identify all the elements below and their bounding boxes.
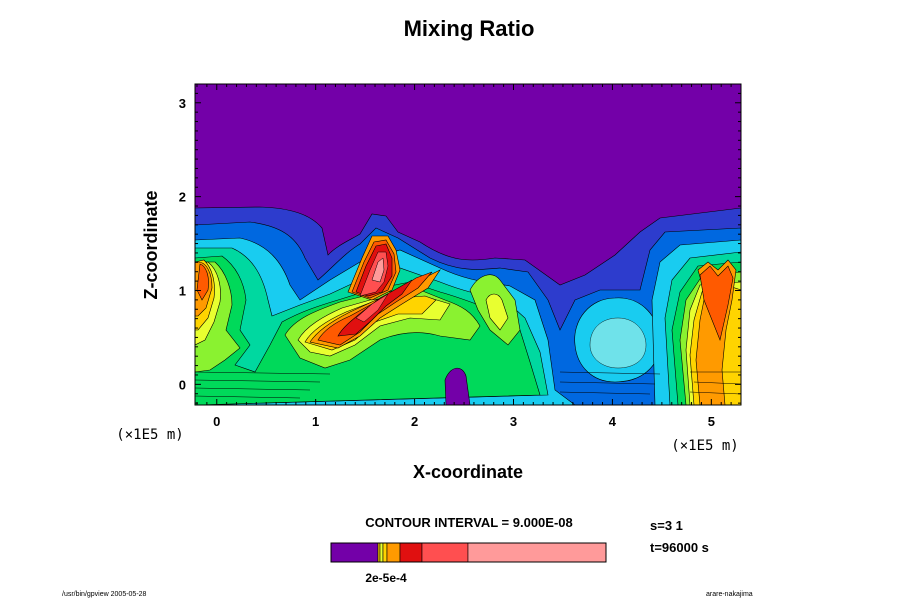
contour-fills: [195, 206, 741, 405]
contour-fill-cell-center: [589, 317, 647, 369]
colorbar-segment: [421, 542, 469, 563]
contour-fill-yellow: [195, 261, 741, 405]
plot-frame: [194, 83, 742, 406]
x-axis-title: X-coordinate: [413, 462, 523, 482]
y-tick-label: 3: [179, 96, 186, 111]
colorbar-segment: [382, 542, 388, 563]
footer-left: /usr/bin/gpview 2005-05-28: [62, 591, 147, 598]
colorbar-segment: [330, 542, 379, 563]
footer-right: arare-nakajima: [706, 591, 753, 598]
x-tick-label: 5: [708, 414, 715, 429]
colorbar: [330, 542, 607, 563]
colorbar-segment: [379, 542, 384, 563]
colorbar-frame: [330, 542, 607, 563]
contour-fill-lightgreen: [195, 261, 741, 405]
z-unit-label: (×1E5 m): [116, 427, 183, 443]
contour-fill-pink: [371, 257, 385, 283]
time-label: t=96000 s: [650, 540, 709, 555]
contour-fill-orange: [195, 235, 737, 405]
contour-fill-lowpocket: [444, 367, 471, 405]
chart-title: Mixing Ratio: [403, 16, 535, 41]
contour-fill-redorange: [196, 239, 734, 346]
colorbar-segment: [399, 542, 423, 563]
colorbar-segment: [386, 542, 401, 563]
x-tick-label: 4: [609, 414, 617, 429]
x-tick-label: 0: [213, 414, 220, 429]
step-label: s=3 1: [650, 518, 683, 533]
y-tick-label: 1: [179, 283, 186, 298]
y-tick-label: 2: [179, 190, 186, 205]
y-tick-label: 0: [179, 377, 186, 392]
surface-striations: [195, 371, 741, 399]
x-tick-label: 1: [312, 414, 319, 429]
x-unit-label: (×1E5 m): [671, 438, 738, 454]
colorbar-tick-label: 2e-5e-4: [365, 571, 407, 585]
colorbar-segment: [467, 542, 607, 563]
x-tick-label: 2: [411, 414, 418, 429]
contour-interval-label: CONTOUR INTERVAL = 9.000E-08: [365, 515, 572, 530]
y-axis-title: Z-coordinate: [141, 190, 161, 299]
axis-ticks: 0 1 2 3 4 5 0 1 2 3: [179, 84, 741, 429]
x-tick-label: 3: [510, 414, 517, 429]
